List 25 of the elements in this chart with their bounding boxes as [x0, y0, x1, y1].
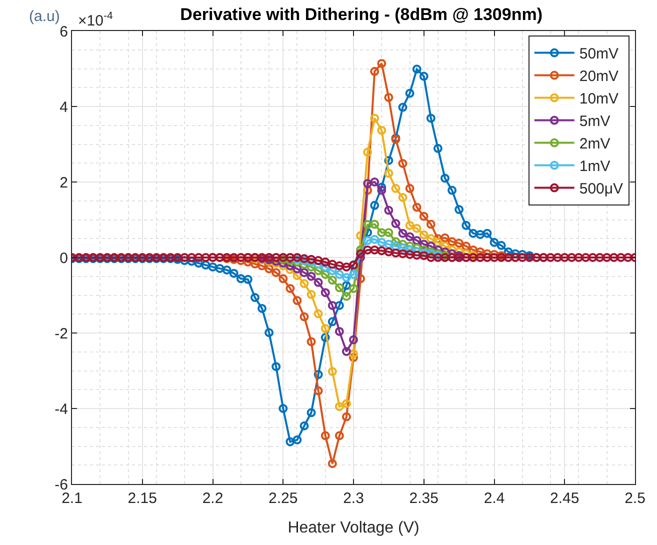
legend-label: 500μV	[579, 180, 624, 198]
legend-label: 5mV	[579, 113, 610, 130]
legend-label: 1mV	[579, 158, 610, 176]
legend-label: 2mV	[579, 136, 610, 153]
y-tick-label: 6	[60, 23, 68, 40]
x-tick-label: 2.35	[409, 490, 438, 507]
x-tick-label: 2.2	[202, 490, 224, 507]
y-tick-label: -4	[54, 400, 68, 418]
x-tick-label: 2.3	[343, 490, 364, 507]
x-tick-label: 2.25	[268, 490, 298, 507]
x-tick-label: 2.45	[550, 490, 580, 507]
y-tick-label: 4	[60, 98, 68, 116]
x-tick-label: 2.4	[484, 490, 505, 507]
y-tick-label: 0	[60, 250, 68, 267]
y-axis-title: (a.u)	[29, 8, 60, 25]
x-tick-label: 2.5	[624, 490, 646, 507]
legend-label: 50mV	[579, 46, 619, 63]
legend-label: 10mV	[579, 90, 619, 108]
text: ×10$^{-4}$	[78, 10, 113, 30]
y-tick-label: 2	[60, 174, 68, 192]
y-tick-label: -2	[54, 325, 68, 342]
x-tick-label: 2.15	[128, 490, 157, 507]
chart-title: Derivative with Dithering - (8dBm @ 1309nm)	[180, 5, 543, 24]
legend-label: 20mV	[579, 68, 619, 86]
x-axis-title: Heater Voltage (V)	[288, 520, 420, 537]
